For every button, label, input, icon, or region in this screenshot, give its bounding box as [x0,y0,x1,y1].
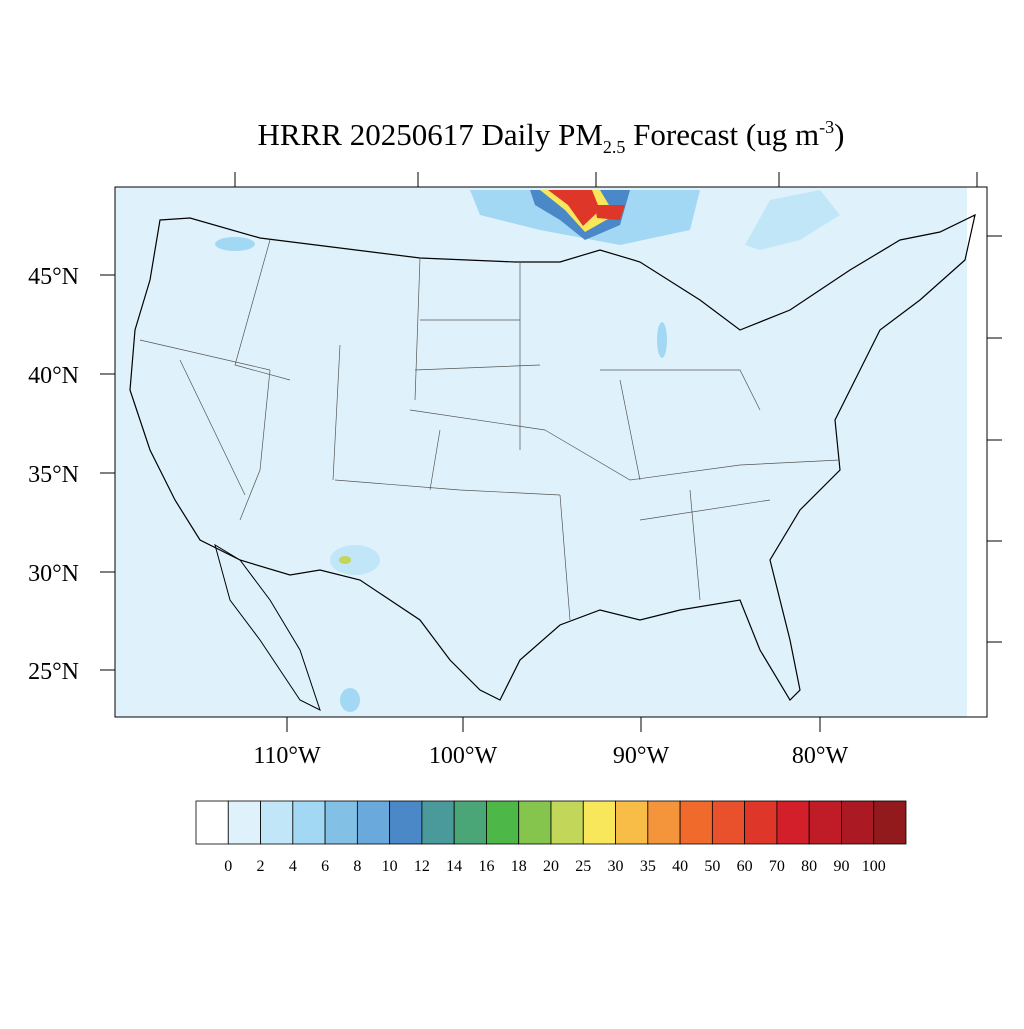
colorbar-box [292,800,326,845]
colorbar-box [356,800,391,845]
colorbar-box [518,800,552,845]
colorbar-box [776,800,810,845]
lon-label: 110°W [253,743,321,769]
colorbar-box [486,800,520,845]
colorbar-label: 40 [672,858,688,875]
colorbar-label: 0 [224,858,232,875]
colorbar-label: 60 [737,858,753,875]
coastline [129,213,976,701]
colorbar-label: 35 [640,858,656,875]
title: HRRR 20250617 Daily PM2.5 Forecast (ug m… [258,117,845,157]
colorbar-box [873,800,907,845]
colorbar-label: 2 [257,858,265,875]
colorbar: 0 2 4 6 8 10 12 14 16 18 20 25 30 35 40 50 60 70 80 90 100 [195,800,907,875]
map-area [100,172,1002,732]
title-mid: Forecast (ug m [625,117,819,152]
title-end: ) [834,117,844,152]
lat-label: 35°N [28,462,79,488]
colorbar-label: 30 [608,858,624,875]
colorbar-box [453,800,487,845]
colorbar-label: 8 [353,858,361,875]
colorbar-label: 4 [289,858,297,875]
colorbar-label: 25 [575,858,591,875]
colorbar-box [260,800,294,845]
colorbar-box [647,800,681,845]
lat-label: 40°N [28,363,79,389]
lon-label: 80°W [792,743,849,769]
colorbar-box [582,800,616,845]
colorbar-box [195,800,229,845]
frame-ticks [100,172,1002,732]
colorbar-label: 70 [769,858,785,875]
lat-label: 30°N [28,561,79,587]
colorbar-box [615,800,649,845]
map-frame [114,186,988,718]
colorbar-label: 12 [414,858,430,875]
colorbar-box [679,800,713,845]
colorbar-box [841,800,875,845]
map-edge [967,187,987,717]
title-sup: -3 [819,117,834,137]
lon-label: 90°W [613,743,670,769]
colorbar-label: 14 [446,858,462,875]
title-sub: 2.5 [603,137,626,157]
colorbar-label: 10 [382,858,398,875]
colorbar-box [550,800,584,845]
baja [214,543,321,711]
colorbar-box [421,800,455,845]
colorbar-box [324,800,358,845]
colorbar-box [744,800,778,845]
colorbar-box [711,800,746,845]
colorbar-label: 20 [543,858,559,875]
lat-label: 25°N [28,659,79,685]
colorbar-box [227,800,261,845]
colorbar-box [808,800,842,845]
smoke-plumes [215,190,840,712]
colorbar-label: 6 [321,858,329,875]
title-main: HRRR 20250617 Daily PM [258,117,603,152]
colorbar-label: 18 [511,858,527,875]
colorbar-label: 16 [478,858,494,875]
lat-label: 45°N [28,264,79,290]
colorbar-label: 90 [833,858,849,875]
axis-labels: 45°N 40°N 35°N 30°N 25°N 110°W 100°W 90°W 80°W [28,264,848,769]
lon-label: 100°W [429,743,498,769]
colorbar-label: 50 [704,858,720,875]
state-lines [139,239,841,621]
colorbar-box [389,800,423,845]
colorbar-label: 80 [801,858,817,875]
colorbar-label: 100 [862,858,886,875]
